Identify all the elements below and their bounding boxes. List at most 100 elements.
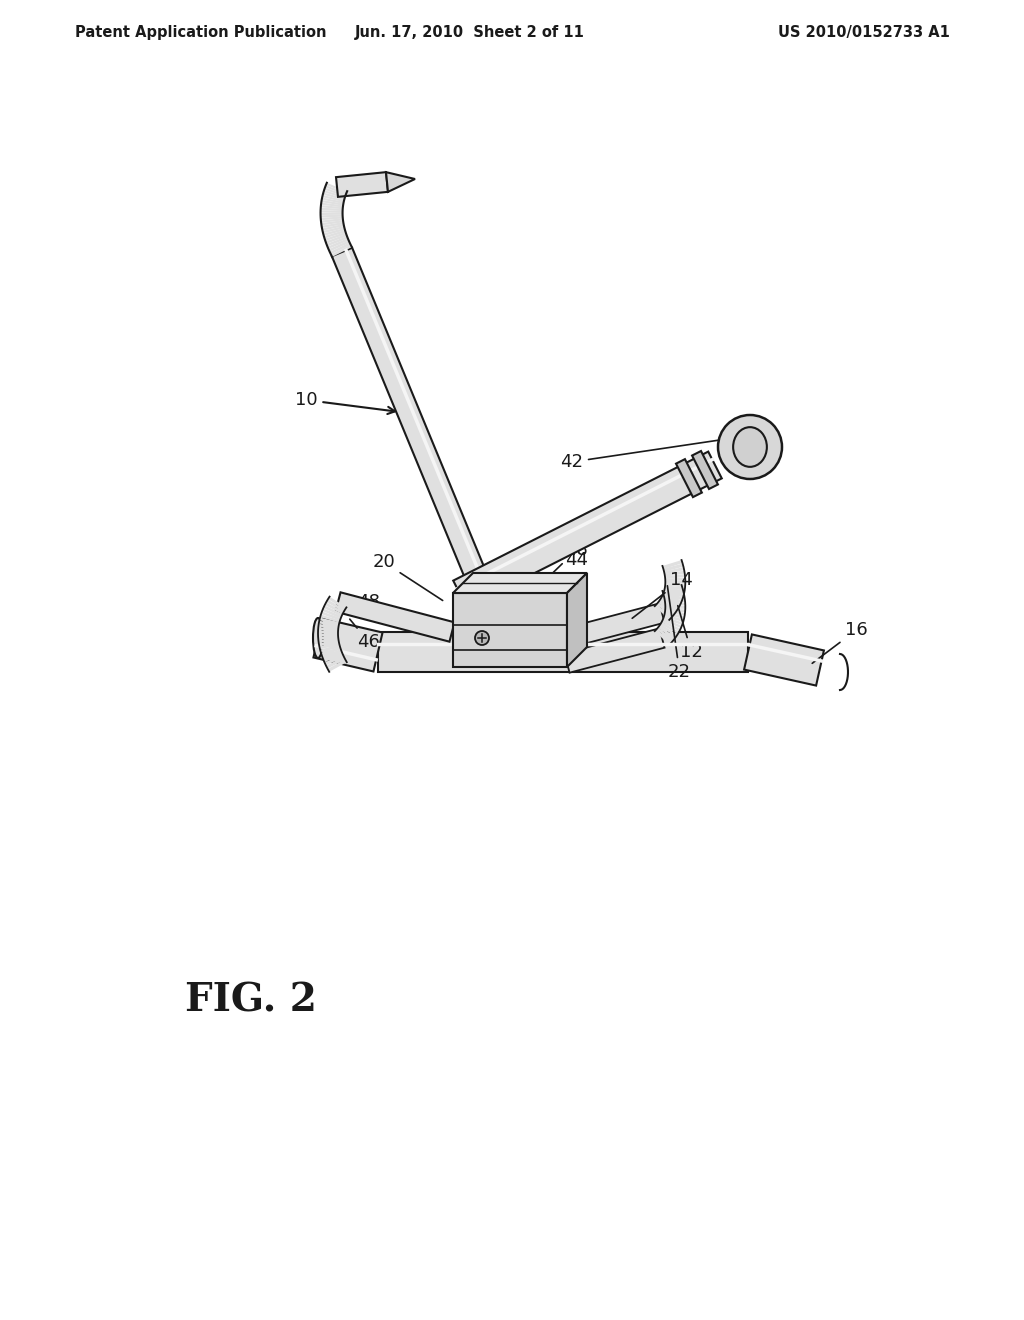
Polygon shape: [322, 649, 342, 659]
Polygon shape: [665, 599, 685, 605]
Polygon shape: [322, 222, 343, 228]
Polygon shape: [666, 603, 685, 606]
Polygon shape: [319, 642, 340, 649]
Polygon shape: [666, 606, 685, 609]
Polygon shape: [322, 213, 342, 215]
Polygon shape: [318, 638, 339, 643]
Polygon shape: [666, 581, 685, 583]
Polygon shape: [665, 595, 685, 602]
Text: 16: 16: [812, 620, 867, 664]
Text: 22: 22: [668, 586, 691, 681]
Polygon shape: [325, 230, 345, 239]
Polygon shape: [656, 602, 674, 618]
Polygon shape: [659, 598, 678, 612]
Ellipse shape: [733, 428, 767, 467]
Polygon shape: [324, 193, 344, 201]
Polygon shape: [664, 593, 684, 599]
Polygon shape: [666, 609, 685, 612]
Polygon shape: [324, 228, 345, 236]
Polygon shape: [323, 198, 343, 203]
Polygon shape: [657, 626, 676, 640]
Text: 46: 46: [350, 619, 380, 651]
Polygon shape: [665, 587, 685, 594]
Polygon shape: [326, 187, 345, 197]
Polygon shape: [325, 602, 344, 614]
Polygon shape: [318, 634, 338, 636]
Polygon shape: [665, 585, 685, 590]
Polygon shape: [328, 597, 346, 610]
Circle shape: [718, 414, 782, 479]
Polygon shape: [327, 236, 348, 247]
Polygon shape: [666, 578, 685, 581]
Polygon shape: [323, 195, 343, 202]
Polygon shape: [326, 656, 345, 669]
Polygon shape: [676, 459, 701, 498]
Polygon shape: [318, 635, 338, 639]
Polygon shape: [319, 618, 340, 624]
Polygon shape: [453, 573, 587, 593]
Polygon shape: [662, 595, 681, 606]
Polygon shape: [664, 616, 683, 626]
Text: Patent Application Publication: Patent Application Publication: [75, 25, 327, 40]
Polygon shape: [744, 635, 824, 685]
Text: 44: 44: [557, 543, 588, 569]
Polygon shape: [322, 207, 342, 211]
Polygon shape: [325, 655, 344, 665]
Polygon shape: [322, 216, 342, 220]
Polygon shape: [666, 583, 685, 587]
Polygon shape: [322, 203, 342, 207]
Text: 18: 18: [532, 541, 588, 593]
Polygon shape: [329, 240, 349, 252]
Polygon shape: [378, 632, 748, 672]
Polygon shape: [664, 589, 683, 597]
Polygon shape: [323, 609, 342, 619]
Polygon shape: [327, 599, 345, 612]
Polygon shape: [664, 564, 683, 572]
Polygon shape: [321, 615, 340, 623]
Circle shape: [475, 631, 489, 645]
Polygon shape: [313, 619, 383, 672]
Polygon shape: [325, 232, 346, 242]
Polygon shape: [659, 623, 678, 638]
Polygon shape: [332, 248, 500, 614]
Polygon shape: [665, 574, 685, 579]
Polygon shape: [665, 612, 685, 619]
Polygon shape: [322, 214, 342, 218]
Polygon shape: [321, 647, 341, 656]
Polygon shape: [336, 172, 388, 197]
Polygon shape: [660, 622, 679, 634]
Polygon shape: [663, 618, 682, 628]
Polygon shape: [663, 593, 682, 603]
Polygon shape: [664, 589, 684, 597]
Polygon shape: [324, 652, 343, 663]
Text: 48: 48: [357, 593, 479, 638]
Polygon shape: [564, 603, 665, 648]
Polygon shape: [323, 201, 343, 206]
Text: US 2010/0152733 A1: US 2010/0152733 A1: [778, 25, 950, 40]
Polygon shape: [692, 451, 718, 488]
Polygon shape: [662, 620, 681, 631]
Polygon shape: [323, 224, 344, 231]
Text: FIG. 2: FIG. 2: [185, 981, 316, 1019]
Ellipse shape: [313, 618, 323, 657]
Polygon shape: [665, 570, 685, 577]
Text: 12: 12: [678, 606, 702, 661]
Polygon shape: [454, 451, 722, 607]
Polygon shape: [328, 659, 347, 672]
Polygon shape: [336, 593, 455, 642]
Polygon shape: [664, 591, 683, 601]
Polygon shape: [663, 585, 683, 594]
Polygon shape: [657, 601, 676, 615]
Polygon shape: [654, 630, 672, 645]
Polygon shape: [453, 593, 567, 667]
Polygon shape: [323, 226, 344, 234]
Polygon shape: [318, 624, 339, 630]
Polygon shape: [664, 568, 684, 574]
Polygon shape: [326, 234, 347, 244]
Polygon shape: [322, 611, 341, 620]
Polygon shape: [663, 560, 683, 569]
Polygon shape: [322, 205, 342, 209]
Polygon shape: [322, 218, 343, 223]
Polygon shape: [567, 573, 587, 667]
Polygon shape: [326, 186, 345, 194]
